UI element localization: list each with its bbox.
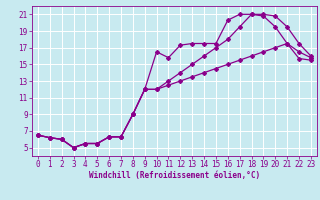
X-axis label: Windchill (Refroidissement éolien,°C): Windchill (Refroidissement éolien,°C) [89,171,260,180]
